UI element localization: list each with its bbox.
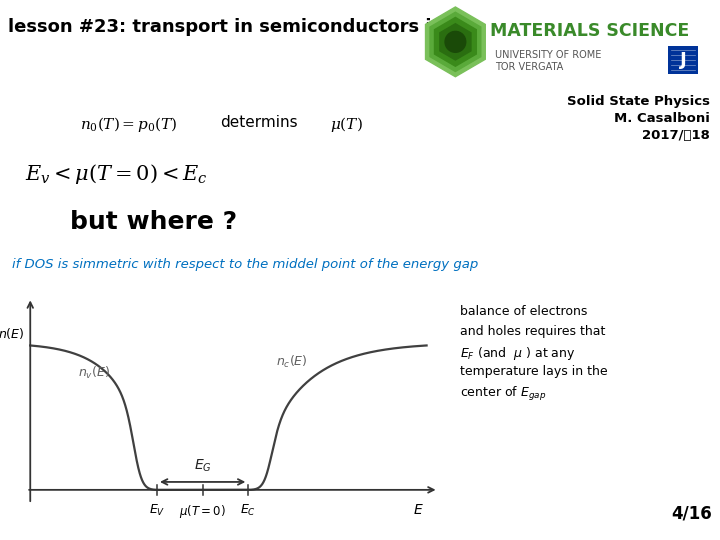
Text: temperature lays in the: temperature lays in the bbox=[460, 365, 608, 378]
Text: $n_0(T) = p_0(T)$: $n_0(T) = p_0(T)$ bbox=[80, 115, 177, 134]
Text: 4/16: 4/16 bbox=[671, 504, 712, 522]
Text: 2017/˸18: 2017/˸18 bbox=[642, 129, 710, 142]
Text: and holes requires that: and holes requires that bbox=[460, 325, 606, 338]
FancyBboxPatch shape bbox=[668, 46, 698, 74]
Text: balance of electrons: balance of electrons bbox=[460, 305, 588, 318]
Text: M. Casalboni: M. Casalboni bbox=[614, 112, 710, 125]
Text: $E_F$ (and  $\mu$ ) at any: $E_F$ (and $\mu$ ) at any bbox=[460, 345, 575, 362]
Text: Solid State Physics: Solid State Physics bbox=[567, 95, 710, 108]
Text: MATERIALS SCIENCE: MATERIALS SCIENCE bbox=[490, 22, 689, 40]
Text: center of $E_{gap}$: center of $E_{gap}$ bbox=[460, 385, 546, 403]
Polygon shape bbox=[434, 17, 477, 66]
Polygon shape bbox=[440, 24, 471, 60]
Circle shape bbox=[445, 31, 466, 52]
Text: $n_c(E)$: $n_c(E)$ bbox=[276, 353, 307, 369]
Text: $\mu(T{=}0)$: $\mu(T{=}0)$ bbox=[179, 503, 226, 519]
Text: $E_v < \mu(T=0) < E_c$: $E_v < \mu(T=0) < E_c$ bbox=[25, 162, 208, 186]
Text: if DOS is simmetric with respect to the middel point of the energy gap: if DOS is simmetric with respect to the … bbox=[12, 258, 478, 271]
Text: J: J bbox=[680, 51, 686, 69]
Polygon shape bbox=[430, 12, 481, 71]
Text: $n(E)$: $n(E)$ bbox=[0, 326, 24, 341]
Text: UNIVERSITY OF ROME: UNIVERSITY OF ROME bbox=[495, 50, 601, 60]
Polygon shape bbox=[426, 7, 485, 77]
Text: $E$: $E$ bbox=[413, 503, 424, 517]
Text: $\mu(T)$: $\mu(T)$ bbox=[330, 115, 363, 134]
Text: $E_V$: $E_V$ bbox=[149, 503, 166, 518]
Text: TOR VERGATA: TOR VERGATA bbox=[495, 62, 563, 72]
Text: $n_v(E)$: $n_v(E)$ bbox=[78, 364, 110, 381]
Text: determins: determins bbox=[220, 115, 297, 130]
Text: $E_G$: $E_G$ bbox=[194, 457, 212, 474]
Text: $E_C$: $E_C$ bbox=[240, 503, 256, 518]
Text: lesson #23: transport in semiconductors i: lesson #23: transport in semiconductors … bbox=[8, 18, 431, 36]
Text: but where ?: but where ? bbox=[70, 210, 237, 234]
